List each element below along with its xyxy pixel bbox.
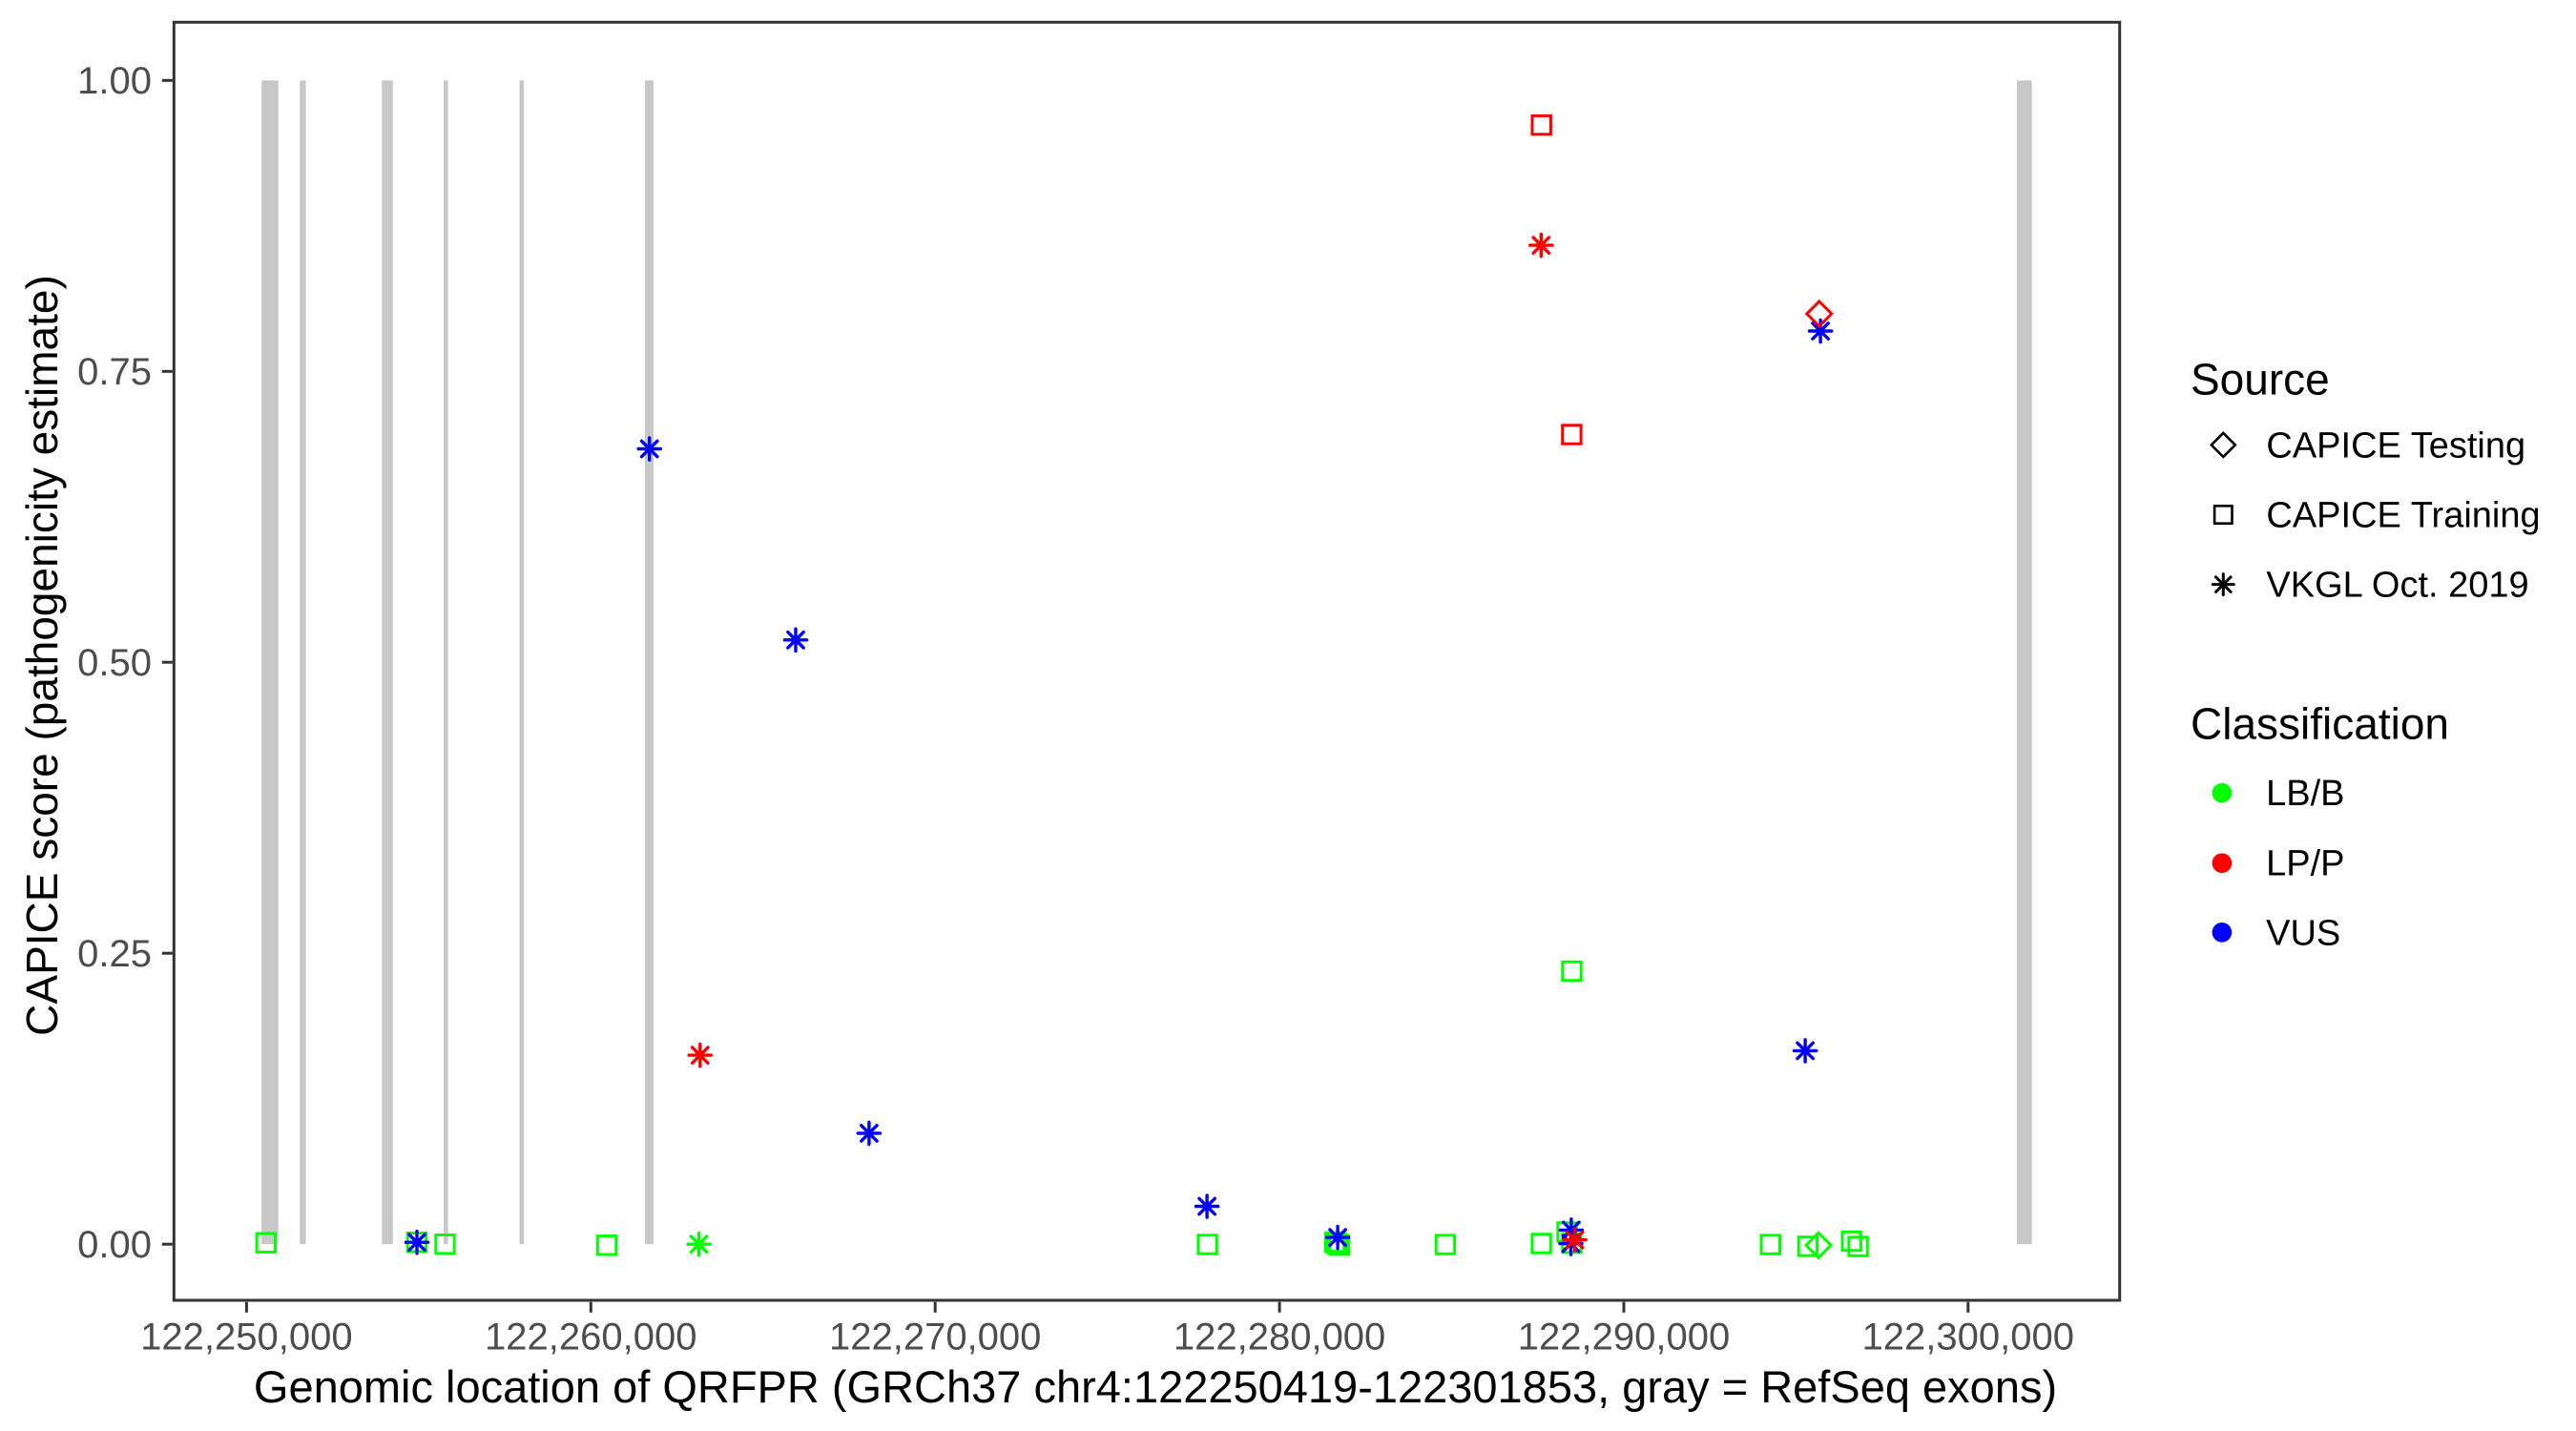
svg-text:122,260,000: 122,260,000 — [485, 1317, 696, 1358]
svg-text:Genomic location of QRFPR (GRC: Genomic location of QRFPR (GRCh37 chr4:1… — [254, 1361, 2057, 1412]
svg-text:1.00: 1.00 — [77, 60, 152, 102]
svg-text:CAPICE score (pathogenicity es: CAPICE score (pathogenicity estimate) — [17, 275, 67, 1036]
svg-text:0.50: 0.50 — [77, 642, 152, 684]
svg-text:122,300,000: 122,300,000 — [1862, 1317, 2074, 1358]
svg-text:CAPICE Training: CAPICE Training — [2266, 496, 2540, 536]
svg-text:0.00: 0.00 — [77, 1224, 152, 1266]
svg-text:Source: Source — [2191, 355, 2330, 404]
svg-text:122,280,000: 122,280,000 — [1174, 1317, 1385, 1358]
svg-text:CAPICE Testing: CAPICE Testing — [2266, 425, 2525, 466]
svg-text:122,290,000: 122,290,000 — [1518, 1317, 1730, 1358]
svg-text:LP/P: LP/P — [2266, 844, 2344, 884]
svg-text:0.75: 0.75 — [77, 351, 152, 393]
svg-text:VUS: VUS — [2266, 913, 2340, 953]
svg-text:122,270,000: 122,270,000 — [829, 1317, 1041, 1358]
svg-text:LB/B: LB/B — [2266, 774, 2344, 814]
svg-text:Classification: Classification — [2191, 699, 2449, 749]
svg-text:122,250,000: 122,250,000 — [140, 1317, 352, 1358]
svg-text:VKGL Oct. 2019: VKGL Oct. 2019 — [2266, 566, 2528, 606]
svg-text:0.25: 0.25 — [77, 933, 152, 975]
